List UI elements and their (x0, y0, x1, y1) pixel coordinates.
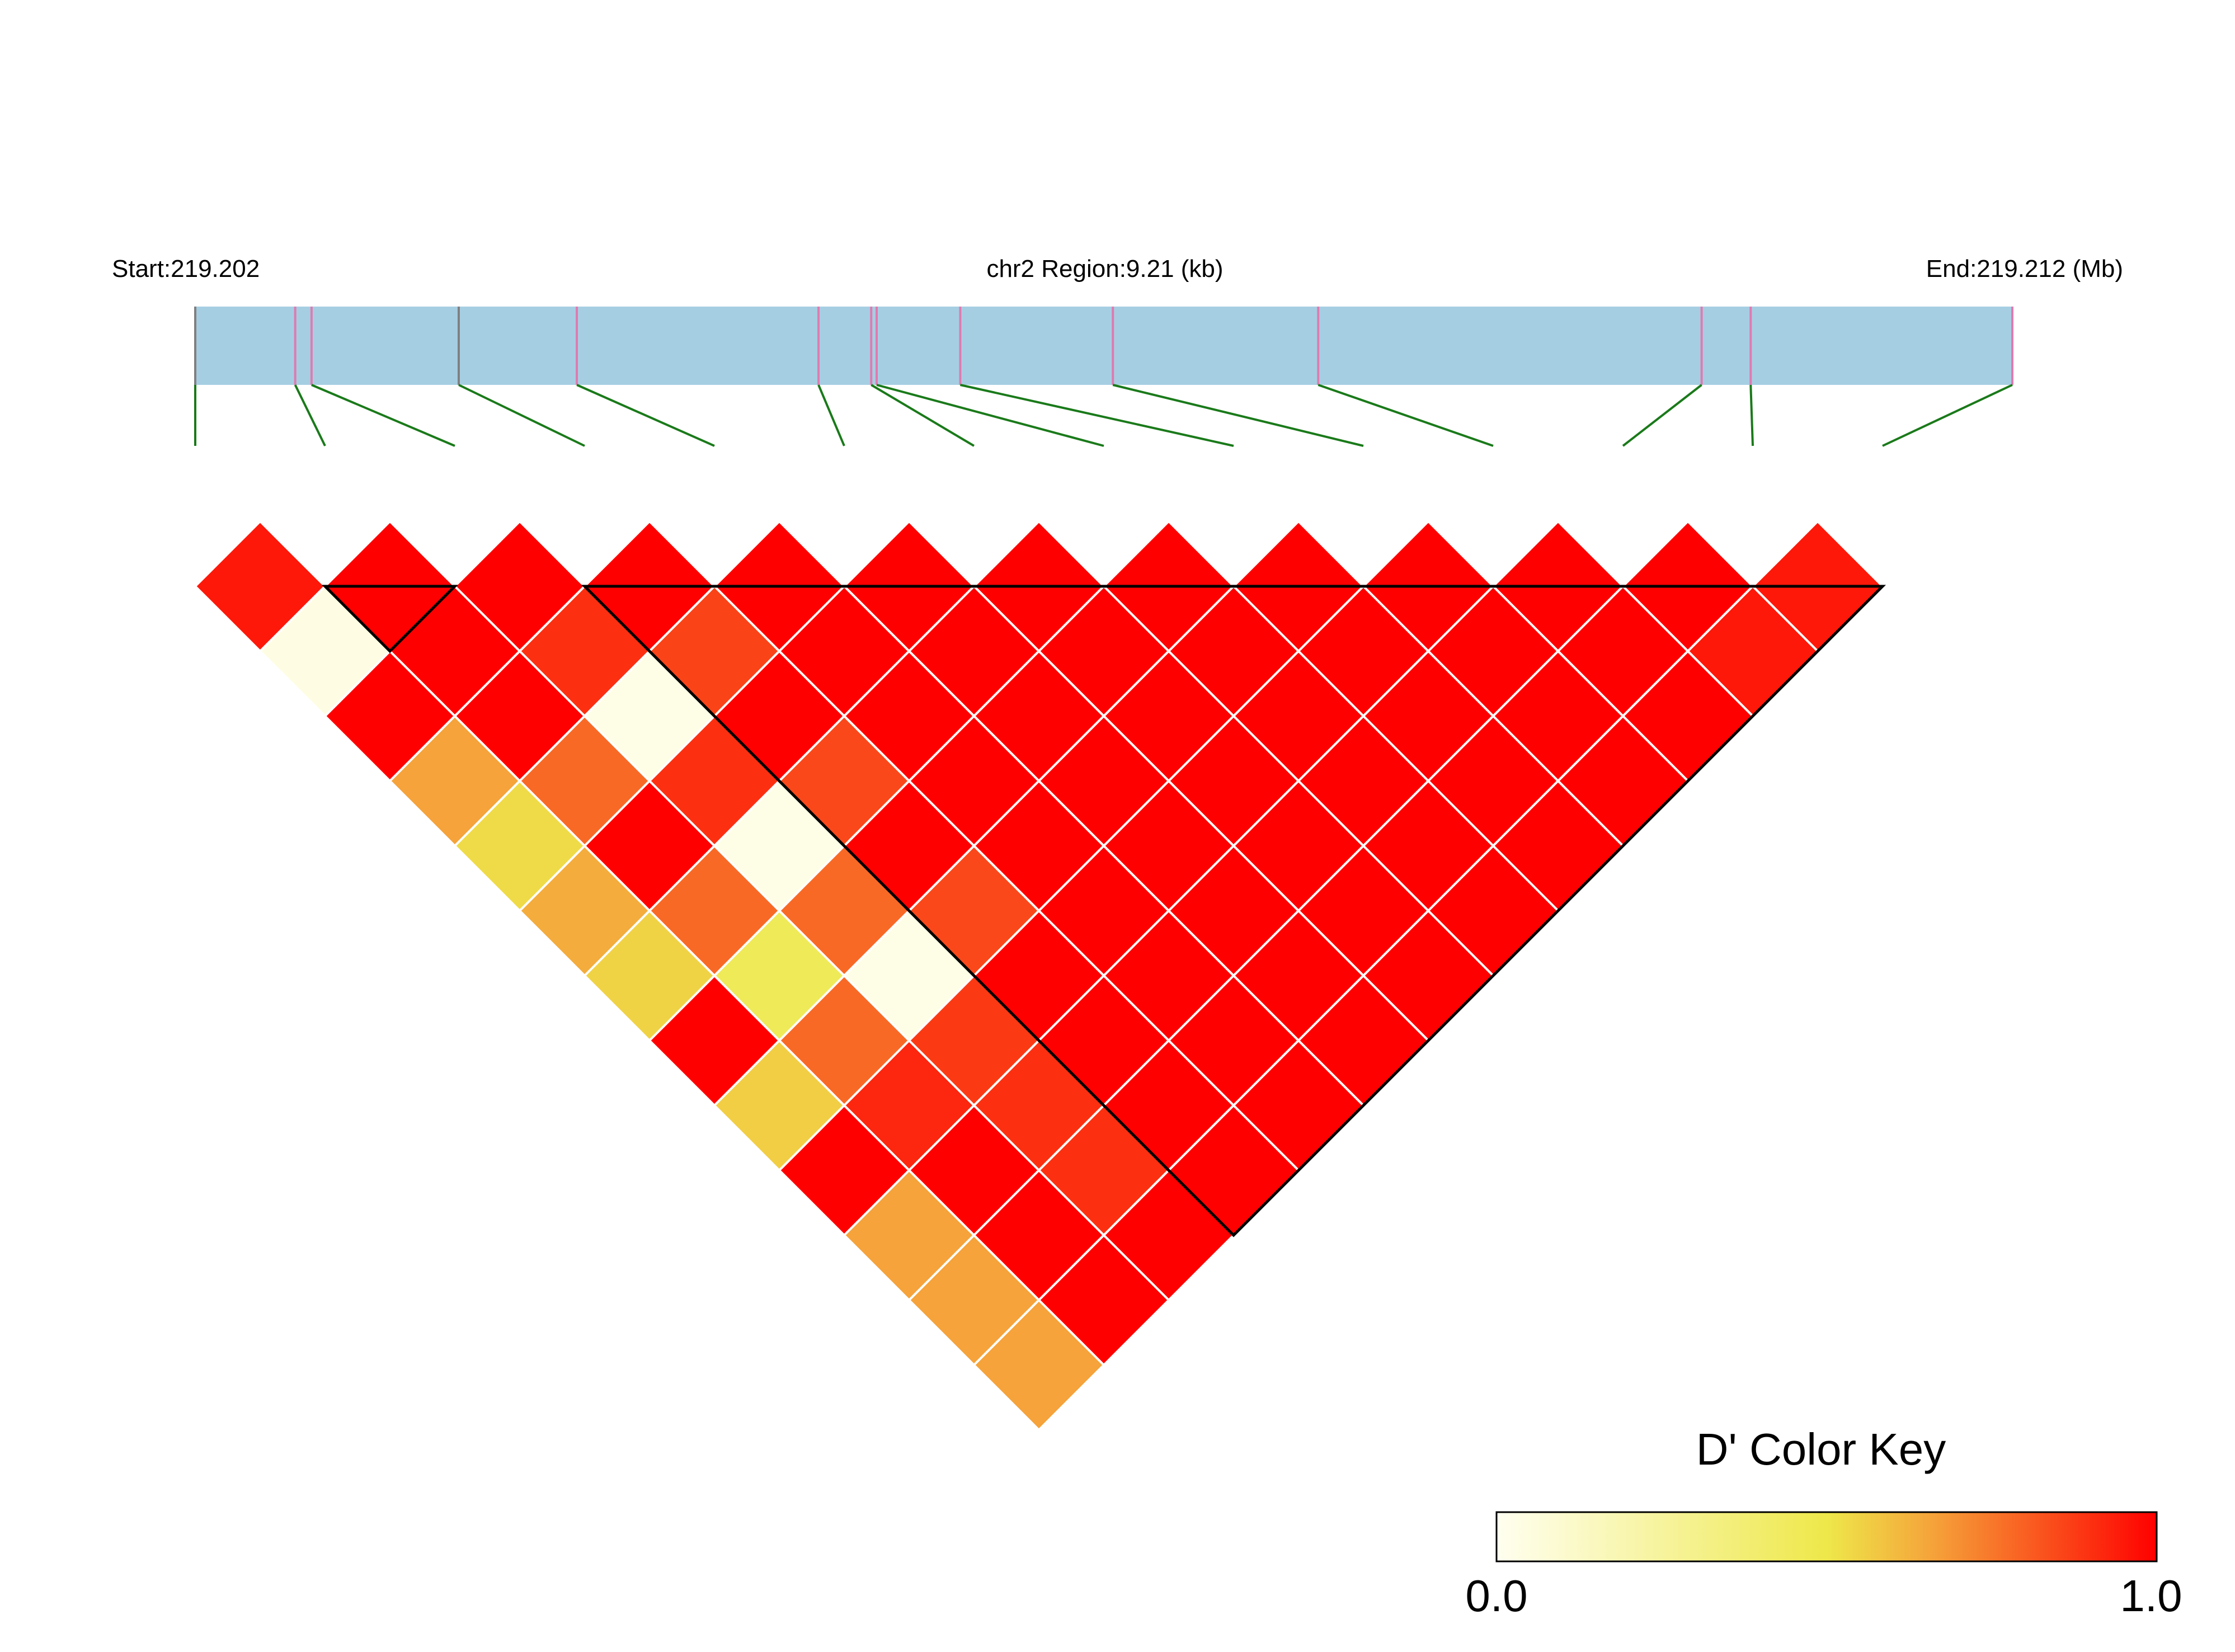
snp-connector (1318, 384, 1494, 447)
snp-connector (1112, 384, 1364, 447)
end-label: End:219.212 (Mb) (1926, 255, 2123, 283)
snp-connector (871, 384, 975, 447)
color-key-max-label: 1.0 (2120, 1571, 2182, 1621)
snp-connector-lines (194, 384, 2013, 447)
chromosome-region-track (194, 307, 2013, 385)
haplotype-block-outlines (321, 585, 1886, 1237)
snp-connector (458, 384, 585, 447)
snp-connector (576, 384, 715, 447)
color-key: D' Color Key 0.0 1.0 (1465, 1424, 2182, 1621)
ld-cells (194, 520, 1884, 1432)
snp-connector (817, 384, 845, 446)
snp-connector (1749, 384, 1754, 446)
region-label: chr2 Region:9.21 (kb) (986, 255, 1223, 283)
snp-connector (959, 384, 1234, 447)
haplotype-block (581, 585, 1886, 1237)
track-bar (195, 307, 2012, 385)
snp-connector (294, 384, 326, 446)
snp-connector (311, 384, 455, 447)
snp-connector (876, 384, 1104, 447)
start-label: Start:219.202 (112, 255, 260, 283)
color-key-min-label: 0.0 (1465, 1571, 1527, 1621)
color-key-gradient-bar (1495, 1511, 2158, 1562)
haplotype-block (321, 585, 459, 653)
snp-connector (1882, 384, 2013, 447)
color-key-title: D' Color Key (1696, 1424, 1946, 1474)
snp-connector (1622, 384, 1702, 447)
header-labels: Start:219.202 chr2 Region:9.21 (kb) End:… (112, 255, 2123, 283)
ld-cell (972, 1298, 1105, 1432)
